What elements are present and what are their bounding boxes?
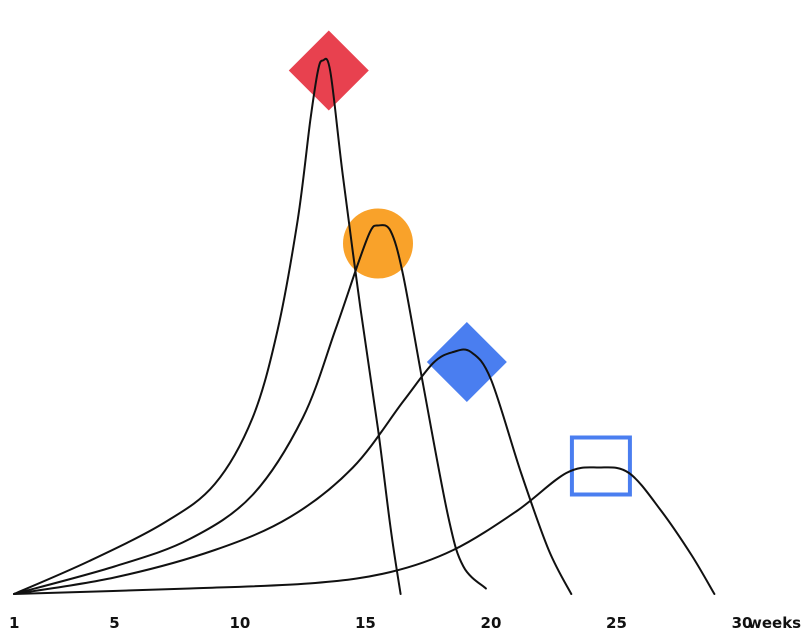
series-3-peak-marker — [426, 322, 507, 402]
x-tick-label-5: 5 — [109, 614, 119, 630]
series-4-curve — [13, 466, 716, 595]
series-1-peak-marker — [288, 30, 369, 111]
series-1-curve — [13, 57, 402, 595]
series-4-peak-marker — [569, 435, 632, 497]
x-axis: 1 5 10 15 20 25 30 — [9, 614, 752, 630]
x-axis-unit-label: weeks — [748, 614, 801, 630]
markers-layer — [288, 30, 632, 497]
x-tick-label-15: 15 — [355, 614, 376, 630]
series-3-curve — [13, 348, 573, 595]
x-tick-label-10: 10 — [229, 614, 250, 630]
x-tick-label-25: 25 — [606, 614, 627, 630]
x-tick-label-30: 30 — [732, 614, 753, 630]
series-2-curve — [13, 224, 487, 595]
curves-layer — [13, 57, 716, 595]
x-tick-label-1: 1 — [9, 614, 19, 630]
series-2-peak-marker — [343, 208, 413, 279]
x-tick-label-20: 20 — [481, 614, 502, 630]
